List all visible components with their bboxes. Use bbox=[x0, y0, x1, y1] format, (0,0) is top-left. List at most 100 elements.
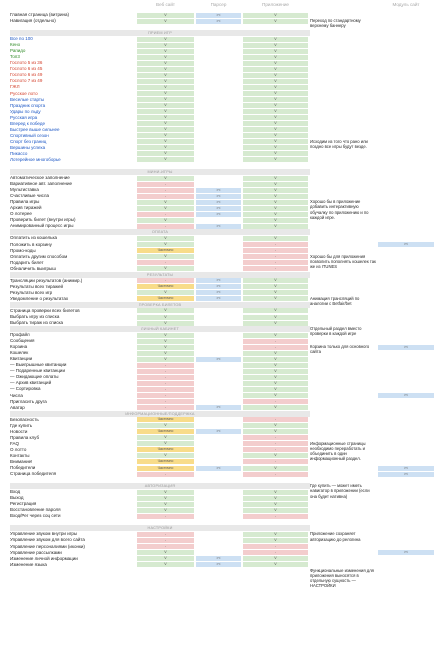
feature-label: Контакты bbox=[10, 452, 30, 458]
feature-label: Регистрация bbox=[10, 501, 37, 507]
table-row: Быстрее выше сильнее V V bbox=[0, 127, 437, 133]
feature-label: Корзина bbox=[10, 344, 28, 350]
status-cell: >< bbox=[378, 393, 434, 399]
status-cell: - bbox=[243, 260, 308, 266]
comment-note: Переход по стандартному верхнему баннеру bbox=[310, 18, 361, 29]
status-cell: V bbox=[243, 362, 308, 368]
status-cell: V bbox=[243, 127, 308, 133]
table-row: Промо-коды Частично - bbox=[0, 248, 437, 254]
status-cell: Частично bbox=[137, 284, 194, 290]
feature-label: Числа bbox=[10, 392, 23, 398]
table-row: Выбрать игру из списка V V bbox=[0, 314, 437, 320]
table-row: FAQ V - bbox=[0, 441, 437, 447]
table-row: Топ3 V V bbox=[0, 54, 437, 60]
feature-label: Изменение языка bbox=[10, 561, 47, 567]
feature-label: Мультиставка bbox=[10, 187, 39, 193]
status-cell: V bbox=[137, 66, 194, 72]
table-row: Страница проверки всех билетов V V bbox=[0, 308, 437, 314]
status-cell: - bbox=[243, 417, 308, 423]
status-cell: V bbox=[137, 103, 194, 109]
feature-label: Праздник спорта bbox=[10, 102, 46, 108]
status-cell: V bbox=[137, 217, 194, 223]
feature-label: Управление рассылками bbox=[10, 549, 62, 555]
feature-label: Гослото 6 из 49 bbox=[10, 72, 43, 78]
status-cell: V bbox=[243, 296, 308, 302]
feature-label: Вариативное авт. заполнение bbox=[10, 181, 73, 187]
feature-label: О лотерее bbox=[10, 211, 32, 217]
feature-label: Управление звуком для всего сайта bbox=[10, 537, 85, 543]
status-cell: >< bbox=[196, 223, 241, 229]
status-cell: - bbox=[243, 544, 308, 550]
status-cell: V bbox=[243, 42, 308, 48]
status-cell: V bbox=[243, 489, 308, 495]
status-cell: V bbox=[243, 115, 308, 121]
status-cell: Частично bbox=[137, 248, 194, 254]
table-row: Изменение языка V >< V bbox=[0, 562, 437, 568]
feature-label: Где купить bbox=[10, 422, 33, 428]
table-row: Победители Частично >< V >< bbox=[0, 465, 437, 471]
status-cell: V bbox=[137, 97, 194, 103]
status-cell: V bbox=[137, 48, 194, 54]
status-cell: V bbox=[137, 453, 194, 459]
status-cell: V bbox=[243, 193, 308, 199]
table-row: ГЖЛ V V bbox=[0, 84, 437, 90]
status-cell: V bbox=[243, 157, 308, 163]
status-cell: - bbox=[243, 266, 308, 272]
feature-label: Топ3 bbox=[10, 54, 20, 60]
table-row: — Сортировка - V bbox=[0, 386, 437, 392]
status-cell: - bbox=[137, 513, 194, 519]
status-cell: V bbox=[137, 42, 194, 48]
status-cell: >< bbox=[196, 187, 241, 193]
status-cell: V bbox=[243, 91, 308, 97]
feature-label: Пригласить друга bbox=[10, 398, 47, 404]
table-row: Вперед к победе V V bbox=[0, 121, 437, 127]
feature-label: Уведомление о результатах bbox=[10, 295, 69, 301]
table-row: Проверить билет (внутри игры) V V bbox=[0, 217, 437, 223]
feature-label: Оплатить из кошелька bbox=[10, 235, 58, 241]
status-cell: V bbox=[137, 556, 194, 562]
table-row: Счастливые числа - >< V bbox=[0, 193, 437, 199]
feature-label: Архив тиражей bbox=[10, 205, 42, 211]
status-cell: V bbox=[243, 465, 308, 471]
status-cell: >< bbox=[196, 296, 241, 302]
status-cell: V bbox=[243, 556, 308, 562]
section-header: ЛИЧНЫЙ КАБИНЕТ bbox=[10, 326, 310, 333]
table-row: Квитанции V >< V bbox=[0, 356, 437, 362]
status-cell: V bbox=[137, 139, 194, 145]
status-cell: >< bbox=[378, 242, 434, 248]
table-row: Уведомление о результатах Частично >< V bbox=[0, 296, 437, 302]
table-row: Навигация (отдельно) V >< V bbox=[0, 18, 437, 24]
status-cell: V bbox=[137, 308, 194, 314]
feature-label: Лотерейное многоборье bbox=[10, 156, 61, 162]
status-cell: - bbox=[137, 380, 194, 386]
status-cell: V bbox=[137, 205, 194, 211]
status-cell: Частично bbox=[137, 417, 194, 423]
status-cell: - bbox=[137, 471, 194, 477]
status-cell: Частично bbox=[137, 447, 194, 453]
status-cell: >< bbox=[196, 211, 241, 217]
section-header: ПРИЕМ ИГР bbox=[10, 30, 310, 37]
feature-label: Выбрать тираж из списка bbox=[10, 320, 64, 326]
table-row: Выход V V bbox=[0, 495, 437, 501]
feature-label: Страница проверки всех билетов bbox=[10, 307, 80, 313]
status-cell: V bbox=[243, 223, 308, 229]
status-cell: V bbox=[137, 338, 194, 344]
status-cell: >< bbox=[196, 205, 241, 211]
feature-label: Правила клуб bbox=[10, 434, 40, 440]
feature-label: Изменение личной информации bbox=[10, 555, 78, 561]
status-cell: Частично bbox=[137, 429, 194, 435]
status-cell: >< bbox=[378, 550, 434, 556]
table-row: Главная страница (витрина) V >< V bbox=[0, 12, 437, 18]
status-cell: V bbox=[137, 266, 194, 272]
status-cell: V bbox=[243, 133, 308, 139]
feature-label: О лотто bbox=[10, 446, 27, 452]
feature-label: Выход bbox=[10, 495, 24, 501]
status-cell: V bbox=[137, 54, 194, 60]
status-cell: - bbox=[137, 374, 194, 380]
table-row: Вход V V bbox=[0, 489, 437, 495]
status-cell: V bbox=[137, 290, 194, 296]
table-row: Архив тиражей V >< V bbox=[0, 205, 437, 211]
status-cell: V bbox=[243, 423, 308, 429]
status-cell: - bbox=[243, 550, 308, 556]
